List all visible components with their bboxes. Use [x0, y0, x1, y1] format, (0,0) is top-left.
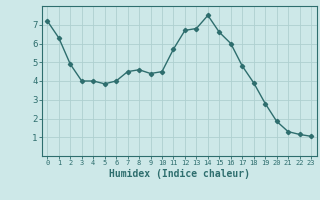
X-axis label: Humidex (Indice chaleur): Humidex (Indice chaleur): [109, 169, 250, 179]
